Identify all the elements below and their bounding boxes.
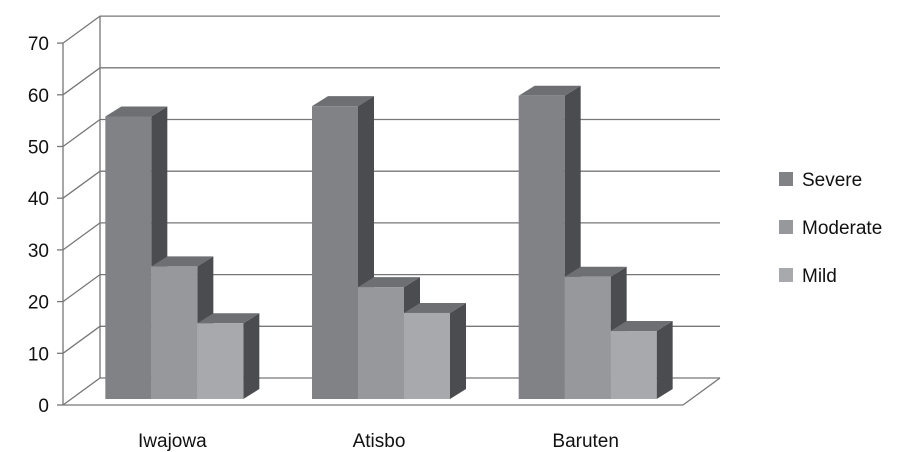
gridline-70: [62, 15, 720, 44]
bar-iwajowa-mild: [197, 313, 260, 399]
x-category-label-baruten: Baruten: [552, 431, 619, 452]
gridlines: [62, 15, 720, 406]
bars: [105, 85, 673, 400]
y-tick-label-0: 0: [38, 396, 49, 417]
bar-front-face: [151, 266, 198, 399]
bar-atisbo-mild: [404, 302, 466, 399]
legend-swatch: [779, 172, 793, 186]
y-tick-label-40: 40: [28, 189, 49, 210]
legend: Severe Moderate Mild: [779, 170, 882, 287]
bar-top-face: [151, 256, 214, 267]
bar-front-face: [564, 276, 611, 399]
bar-top-face: [404, 302, 466, 313]
y-tick-label-70: 70: [28, 34, 49, 55]
bar-top-face: [610, 321, 673, 332]
y-tick-label-50: 50: [28, 138, 49, 159]
bar-baruten-mild: [610, 321, 673, 399]
y-tick-label-10: 10: [28, 344, 49, 365]
legend-item-moderate: Moderate: [779, 218, 882, 239]
axes: [57, 42, 721, 406]
bar-front-face: [312, 106, 358, 399]
bar-atisbo-severe: [312, 96, 374, 399]
legend-swatch: [779, 220, 793, 234]
bar-side-face: [450, 302, 466, 399]
bar-top-face: [518, 85, 581, 96]
gridline-60: [62, 67, 720, 96]
bar-top-face: [105, 106, 168, 117]
bar-front-face: [197, 323, 244, 399]
legend-label: Mild: [802, 266, 837, 287]
bar-side-face: [243, 313, 260, 399]
bar-top-face: [358, 277, 420, 288]
bar-top-face: [197, 313, 260, 324]
bar-front-face: [358, 287, 404, 399]
legend-item-severe: Severe: [779, 170, 862, 191]
y-tick-label-60: 60: [28, 86, 49, 107]
bar-baruten-severe: [518, 85, 581, 400]
y-tick-labels: 0 10 20 30 40 50 60 70: [28, 34, 49, 417]
legend-item-mild: Mild: [779, 266, 837, 287]
bar-top-face: [564, 266, 627, 277]
bar-front-face: [404, 312, 450, 399]
x-category-label-iwajowa: Iwajowa: [138, 431, 207, 452]
legend-label: Moderate: [802, 218, 882, 239]
y-tick-label-20: 20: [28, 293, 49, 314]
bar-side-face: [656, 321, 673, 399]
legend-swatch: [779, 268, 793, 282]
x-category-labels: Iwajowa Atisbo Baruten: [138, 431, 619, 452]
legend-label: Severe: [802, 170, 862, 191]
bar-front-face: [610, 331, 657, 399]
floor-right-edge: [682, 377, 721, 406]
x-category-label-atisbo: Atisbo: [353, 431, 406, 452]
bar-front-face: [105, 116, 152, 399]
bar-front-face: [518, 95, 565, 400]
bar-top-face: [312, 96, 374, 107]
y-tick-label-30: 30: [28, 241, 49, 262]
